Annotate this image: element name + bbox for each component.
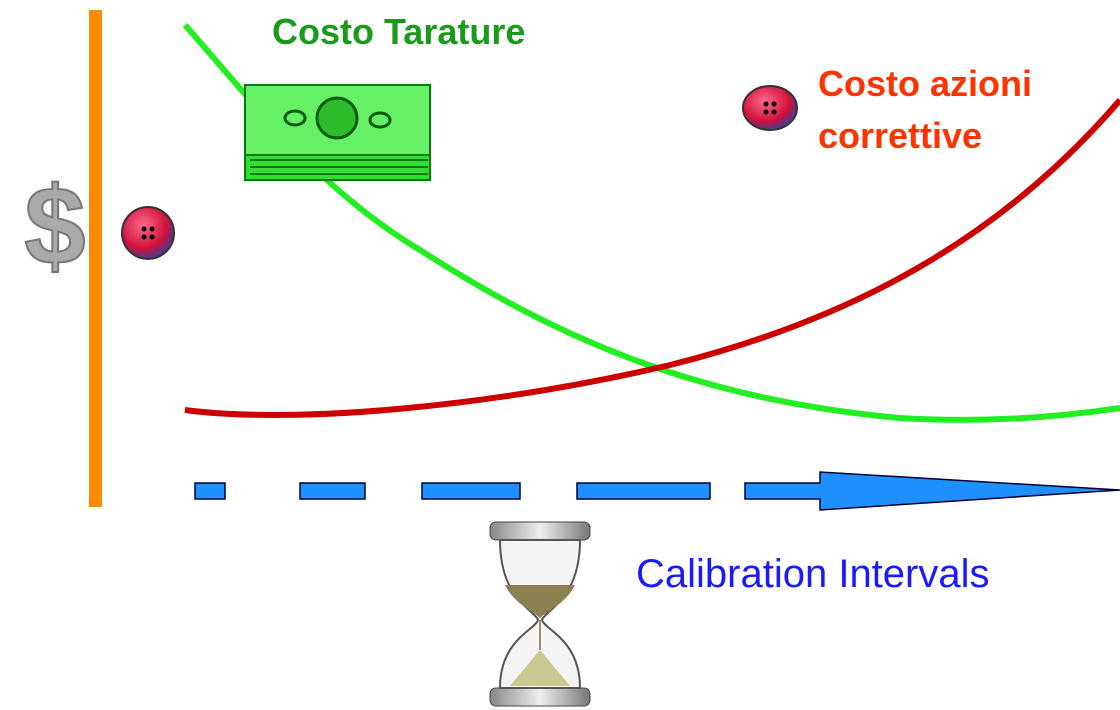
x-axis-arrow [195, 472, 1120, 510]
diagram: $ Costo Tarature Costo azioni corre [0, 0, 1120, 710]
x-axis-label: Calibration Intervals [636, 552, 990, 596]
button-icon [743, 86, 797, 130]
y-axis-bar [89, 10, 102, 507]
corrective-cost-label: Costo azioni [818, 63, 1032, 104]
dollar-icon: $ [24, 165, 85, 288]
page: {"axis_icon": "$", "labels": {"calibrati… [0, 0, 1120, 710]
hourglass-icon [490, 522, 590, 706]
button-icon [122, 207, 174, 259]
money-icon [245, 85, 430, 180]
corrective-cost-label: correttive [818, 115, 982, 156]
calibration-cost-label: Costo Tarature [272, 11, 525, 52]
